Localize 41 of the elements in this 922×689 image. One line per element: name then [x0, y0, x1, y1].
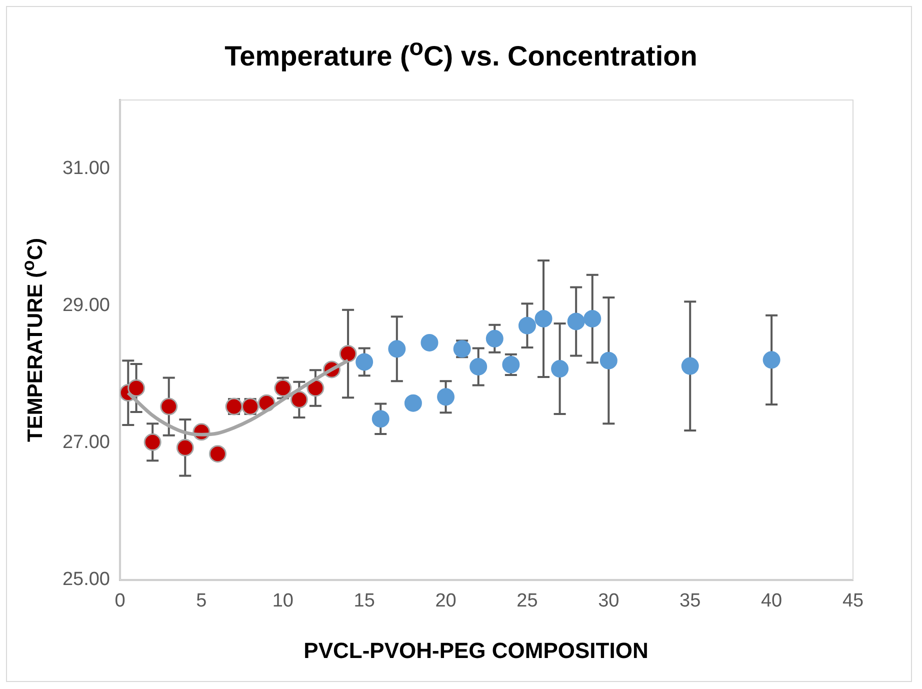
point	[404, 394, 422, 412]
point	[584, 310, 602, 328]
point	[356, 353, 374, 371]
point	[160, 398, 178, 416]
point	[144, 433, 162, 451]
point	[128, 379, 146, 397]
x-axis-title: PVCL-PVOH-PEG COMPOSITION	[302, 638, 650, 664]
x-tick-label: 10	[272, 590, 294, 612]
x-tick-label: 45	[842, 590, 864, 612]
point	[274, 379, 292, 397]
point	[470, 358, 488, 376]
point	[502, 356, 520, 374]
y-tick-label: 25.00	[62, 569, 110, 590]
point	[518, 316, 536, 334]
point	[339, 344, 357, 362]
x-tick-label: 35	[680, 590, 701, 612]
point	[567, 312, 585, 330]
x-tick-label: 20	[435, 590, 456, 612]
point	[762, 351, 780, 369]
x-tick-label: 40	[760, 590, 782, 612]
chart-title: Temperature ($^{o}$C) vs. Concentration	[224, 34, 698, 72]
point	[208, 445, 226, 463]
x-tick-label: 25	[516, 590, 538, 612]
point	[486, 330, 504, 348]
point	[290, 390, 308, 408]
x-tick-label: 5	[196, 590, 207, 612]
point	[372, 410, 390, 428]
y-tick-label: 29.00	[62, 294, 110, 316]
x-tick-label: 0	[114, 590, 126, 612]
point	[551, 360, 569, 378]
point	[681, 357, 699, 375]
point	[600, 352, 618, 370]
point	[176, 438, 194, 456]
y-tick-label: 31.00	[62, 158, 110, 179]
x-tick-label: 15	[354, 590, 375, 612]
point	[437, 388, 455, 406]
point	[420, 334, 438, 352]
y-tick-label: 27.00	[62, 432, 110, 454]
point	[534, 310, 552, 328]
point	[388, 340, 406, 358]
x-tick-label: 30	[598, 590, 620, 612]
